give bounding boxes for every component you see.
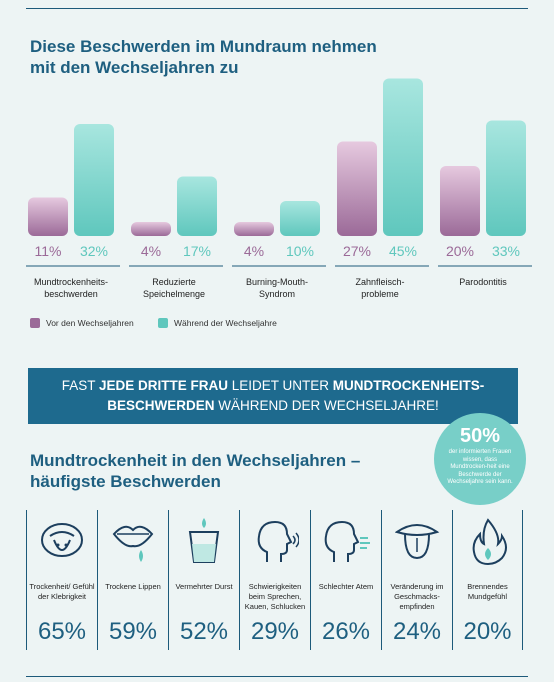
data-label-during-2: 10% (286, 243, 314, 259)
legend-swatch-during (158, 318, 168, 328)
data-label-during-1: 17% (183, 243, 211, 259)
symptom-label: Trockene Lippen (105, 582, 161, 591)
legend-label-before: Vor den Wechseljahren (46, 318, 134, 328)
data-label-during-0: 32% (80, 243, 108, 259)
symptom-label: Schwierigkeiten beim Sprechen, Kauen, Sc… (244, 582, 306, 611)
stat-badge: 50% der informierten Frauen wissen, dass… (434, 413, 526, 505)
symptom-value: 52% (179, 618, 229, 645)
badge-value: 50% (459, 425, 501, 447)
data-label-during-4: 33% (492, 243, 520, 259)
bar-before-0 (28, 197, 68, 236)
symptom-label: Vermehrter Durst (175, 582, 233, 591)
data-label-before-3: 27% (343, 243, 371, 259)
bar-during-0 (74, 124, 114, 236)
banner-bold-3: BESCHWERDEN (107, 398, 215, 413)
bar-before-3 (337, 141, 377, 236)
symptom-value: 24% (392, 618, 442, 645)
badge-text: der informierten Frauen wissen, dass Mun… (447, 449, 513, 485)
symptom-label: Veränderung im Geschmacks-empfinden (390, 582, 444, 611)
bar-before-2 (234, 222, 274, 236)
data-label-before-1: 4% (141, 243, 161, 259)
category-label-0: Mundtrockenheits-beschwerden (33, 277, 109, 299)
top-divider (26, 8, 528, 9)
category-label-1: Reduzierte Speichelmenge (142, 277, 206, 299)
bar-chart: 11% 32% 4% 17% 4% 10% 27% 45% 20% 33% (26, 78, 532, 267)
bar-during-2 (280, 201, 320, 236)
symptom-value: 65% (37, 618, 87, 645)
symptom-value: 59% (108, 618, 158, 645)
symptom-card: Veränderung im Geschmacks-empfinden 24% (381, 510, 452, 650)
section-title: Mundtrockenheit in den Wechseljahren – h… (30, 451, 361, 491)
bar-before-4 (440, 166, 480, 236)
category-label-2: Burning-Mouth- Syndrom (245, 277, 309, 299)
data-label-during-3: 45% (389, 243, 417, 259)
bottom-divider (26, 676, 528, 677)
data-label-before-0: 11% (35, 243, 62, 259)
symptom-value: 29% (250, 618, 300, 645)
banner-text-1: FAST (61, 378, 99, 393)
banner-bold-1: JEDE DRITTE FRAU (98, 378, 228, 393)
symptom-card: Schwierigkeiten beim Sprechen, Kauen, Sc… (239, 510, 310, 650)
symptom-label: Schlechter Atem (318, 582, 374, 591)
symptom-card: Brennendes Mundgefühl 20% (452, 510, 523, 650)
legend-label-during: Während der Wechseljahre (174, 318, 277, 328)
symptom-label: Trockenheit/ Gefühl der Klebrigkeit (29, 582, 95, 601)
legend-item-during: Während der Wechseljahre (158, 318, 277, 328)
banner-bold-2: MUNDTROCKENHEITS- (332, 378, 485, 393)
symptom-value: 26% (321, 618, 371, 645)
highlight-banner: FAST JEDE DRITTE FRAU LEIDET UNTER MUNDT… (28, 368, 518, 424)
bar-during-1 (177, 176, 217, 236)
symptom-card: Trockenheit/ Gefühl der Klebrigkeit 65% (26, 510, 97, 650)
symptom-value: 20% (463, 618, 512, 645)
legend-swatch-before (30, 318, 40, 328)
symptom-card: Vermehrter Durst 52% (168, 510, 239, 650)
category-label-4: Parodontitis (459, 277, 507, 287)
category-label-3: Zahnfleisch-probleme (355, 277, 405, 299)
bar-during-4 (486, 120, 526, 236)
banner-text-3: WÄHREND DER WECHSELJAHRE! (214, 398, 439, 413)
symptom-label: Brennendes Mundgefühl (467, 582, 508, 601)
data-label-before-4: 20% (446, 243, 474, 259)
chart-title: Diese Beschwerden im Mundraum nehmen mit… (30, 37, 377, 77)
legend-item-before: Vor den Wechseljahren (30, 318, 134, 328)
bar-before-1 (131, 222, 171, 236)
symptom-card: Trockene Lippen 59% (97, 510, 168, 650)
data-label-before-2: 4% (244, 243, 264, 259)
bar-during-3 (383, 78, 423, 236)
banner-text-2: LEIDET UNTER (228, 378, 333, 393)
symptom-card: Schlechter Atem 26% (310, 510, 381, 650)
